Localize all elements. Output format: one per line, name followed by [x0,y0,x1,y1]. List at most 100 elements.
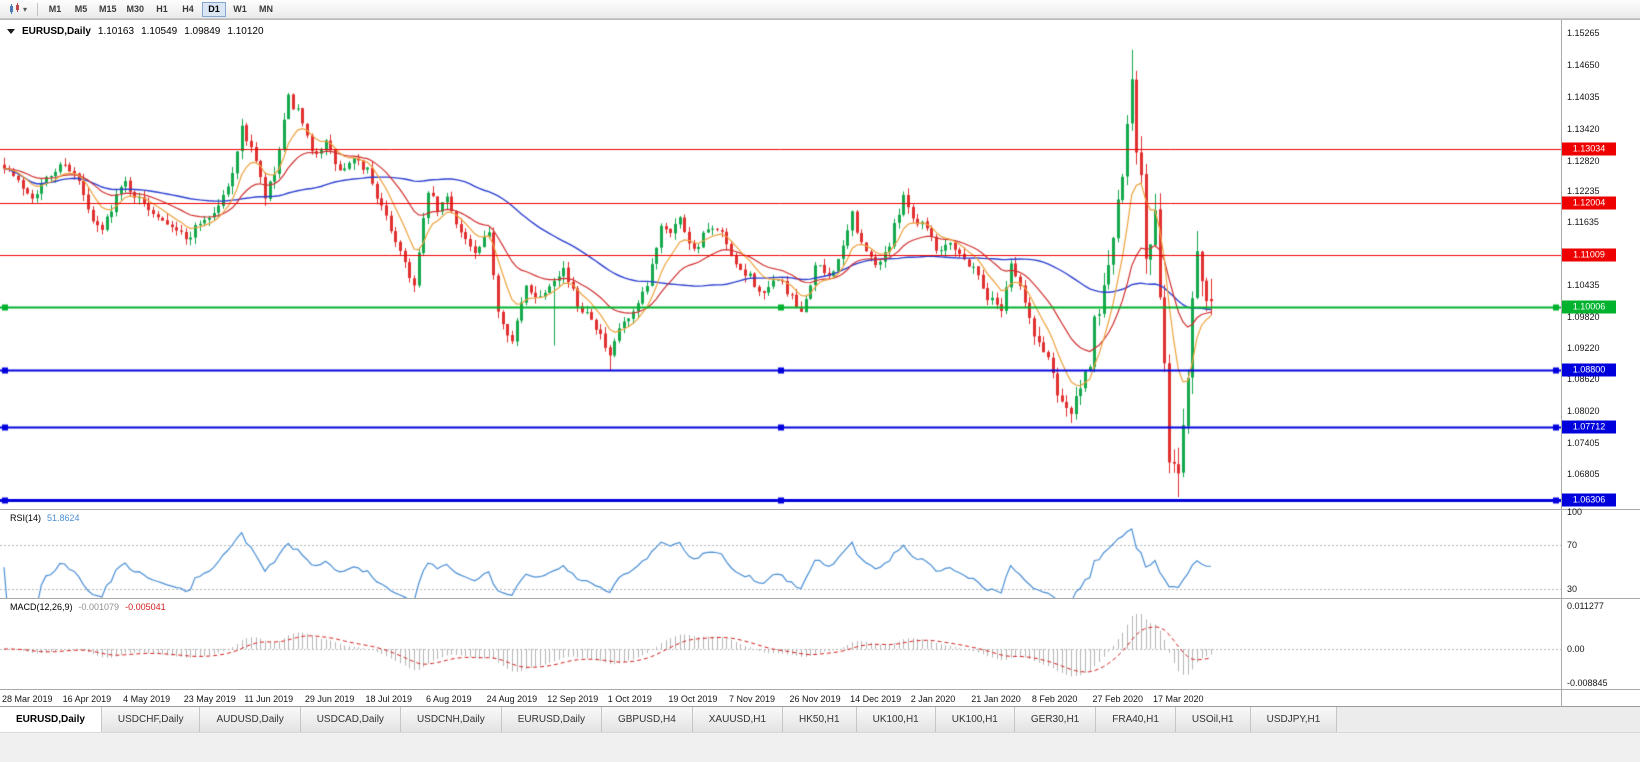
date-label: 14 Dec 2019 [850,694,902,704]
price-axis-tick: 1.09820 [1567,311,1600,322]
date-label: 18 Jul 2019 [365,694,413,704]
chart-tab-4[interactable]: USDCNH,Daily [400,707,502,732]
chart-tab-2[interactable]: AUDUSD,Daily [200,707,301,732]
macd-label: MACD(12,26,9) -0.001079 -0.005041 [8,602,168,612]
chart-tab-8[interactable]: HK50,H1 [783,707,857,732]
date-label: 12 Sep 2019 [547,694,599,704]
date-label: 27 Feb 2020 [1092,694,1143,704]
chart-tab-10[interactable]: UK100,H1 [935,707,1015,732]
chart-tab-6[interactable]: GBPUSD,H4 [601,707,693,732]
price-axis-tick: 1.11635 [1567,217,1599,228]
timeframe-button-w1[interactable]: W1 [233,4,247,14]
date-label: 11 Jun 2019 [244,694,294,704]
price-axis-tick: 1.14650 [1567,60,1600,71]
candlestick-chart-icon [9,3,19,14]
timeframe-button-m1[interactable]: M1 [48,4,62,14]
dropdown-arrow-icon: ▾ [22,4,27,14]
date-label: 23 May 2019 [183,694,236,704]
macd-axis-tick: -0.008845 [1567,677,1608,688]
timeframe-button-m30[interactable]: M30 [126,4,145,14]
price-axis-tick: 1.12820 [1567,155,1600,166]
price-axis-tick: 1.15265 [1567,28,1600,39]
ohlc-open: 1.10163 [97,26,135,37]
chart-tab-14[interactable]: USDJPY,H1 [1250,707,1338,732]
chart-tab-13[interactable]: USOil,H1 [1175,707,1251,732]
chart-tab-5[interactable]: EURUSD,Daily [501,707,602,732]
chart-tabs-bar: EURUSD,Daily USDCHF,Daily AUDUSD,Daily USDC… [0,706,1640,732]
timeframe-button-mn[interactable]: MN [259,4,274,14]
chart-symbol-period: EURUSD,Daily [22,26,91,37]
price-scale-separator [1561,20,1562,707]
chart-menu-arrow-icon[interactable] [7,29,15,34]
date-label: 24 Aug 2019 [486,694,538,704]
rsi-name: RSI(14) [10,513,42,523]
chart-window: EURUSD,Daily 1.10163 1.10549 1.09849 1.1… [0,19,1640,707]
price-level-badge: 1.07712 [1562,420,1616,434]
macd-name: MACD(12,26,9) [10,602,73,612]
date-label: 21 Jan 2020 [971,694,1021,704]
date-label: 17 Mar 2020 [1153,694,1204,704]
date-label: 28 Mar 2019 [2,694,53,704]
timeframe-button-d1[interactable]: D1 [202,1,227,17]
ohlc-high: 1.10549 [141,26,178,37]
date-label: 7 Nov 2019 [728,694,775,704]
date-label: 6 Aug 2019 [426,694,472,704]
price-axis-tick: 1.12235 [1567,186,1600,197]
price-axis-tick: 1.06805 [1567,468,1600,479]
price-level-badge: 1.12004 [1562,196,1616,210]
timeframe-buttons: M1 M5 M15 M30 H1 H4 D1 W1 MN [43,1,278,17]
price-axis-tick: 1.13420 [1567,124,1600,135]
chart-title: EURUSD,Daily 1.10163 1.10549 1.09849 1.1… [7,26,264,37]
rsi-axis-tick: 30 [1567,584,1578,595]
macd-axis-tick: 0.011277 [1567,600,1604,611]
chart-type-dropdown-icon[interactable]: ▾ [4,2,32,17]
rsi-label: RSI(14) 51.8624 [8,513,82,523]
rsi-pane-canvas[interactable] [0,510,1561,598]
timeframe-button-m5[interactable]: M5 [74,4,88,14]
price-level-badge: 1.13034 [1562,142,1616,156]
date-label: 4 May 2019 [123,694,171,704]
pane-separator-rsi[interactable] [0,509,1640,510]
date-label: 19 Oct 2019 [668,694,718,704]
macd-axis-tick: 0.00 [1567,643,1585,654]
price-axis-tick: 1.07405 [1567,437,1600,448]
price-axis-tick: 1.14035 [1567,92,1600,103]
date-label: 29 Jun 2019 [304,694,355,704]
price-axis-tick: 1.09220 [1567,343,1600,354]
macd-main-value: -0.001079 [78,602,120,612]
rsi-axis-tick: 70 [1567,540,1578,551]
price-level-badge: 1.08800 [1562,363,1616,377]
price-axis-tick: 1.08620 [1567,374,1600,385]
price-chart-canvas[interactable] [0,20,1561,509]
chart-tab-1[interactable]: USDCHF,Daily [101,707,201,732]
chart-tab-12[interactable]: FRA40,H1 [1096,707,1176,732]
timeframe-button-h1[interactable]: H1 [156,4,168,14]
pane-separator-time-axis [0,689,1640,690]
macd-pane-canvas[interactable] [0,599,1561,689]
ohlc-low: 1.09849 [184,26,221,37]
price-axis-tick: 1.10435 [1567,279,1600,290]
timeframe-button-m15[interactable]: M15 [99,4,117,14]
rsi-axis-tick: 100 [1567,507,1583,518]
macd-signal-value: -0.005041 [125,602,166,612]
price-axis-tick: 1.08020 [1567,405,1600,416]
chart-tab-0[interactable]: EURUSD,Daily [0,707,102,732]
price-level-badge: 1.06306 [1562,493,1616,507]
date-label: 16 Apr 2019 [62,694,112,704]
date-label: 1 Oct 2019 [607,694,652,704]
chart-tab-3[interactable]: USDCAD,Daily [300,707,401,732]
price-level-badge: 1.11009 [1562,248,1616,262]
chart-tab-7[interactable]: XAUUSD,H1 [692,707,784,732]
timeframes-toolbar: ▾ M1 M5 M15 M30 H1 H4 D1 W1 MN [0,0,1640,19]
price-level-badge: 1.10006 [1562,300,1616,314]
date-label: 8 Feb 2020 [1031,694,1078,704]
timeframe-button-h4[interactable]: H4 [182,4,194,14]
pane-separator-macd[interactable] [0,598,1640,599]
ohlc-close: 1.10120 [227,26,264,37]
chart-tab-11[interactable]: GER30,H1 [1014,707,1097,732]
status-bar [0,732,1640,762]
chart-tab-9[interactable]: UK100,H1 [856,707,936,732]
date-label: 26 Nov 2019 [789,694,841,704]
rsi-value: 51.8624 [47,513,80,523]
